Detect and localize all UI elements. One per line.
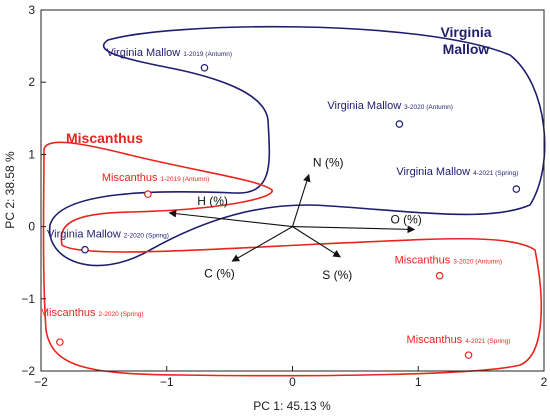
variable-label: C (%) bbox=[204, 266, 235, 280]
data-point bbox=[81, 245, 89, 254]
x-axis-title: PC 1: 45.13 % bbox=[253, 399, 331, 413]
loading-arrow bbox=[291, 173, 311, 227]
loading-arrow bbox=[292, 226, 341, 258]
loading-arrow bbox=[231, 226, 293, 262]
variable-label: O (%) bbox=[390, 212, 421, 226]
x-tick-label: −2 bbox=[34, 375, 48, 389]
data-point bbox=[435, 271, 444, 280]
point-label: Virginia Mallow 1-2019 (Antumn) bbox=[106, 47, 232, 59]
data-point bbox=[512, 185, 521, 193]
point-label: Virginia Mallow 2-2020 (Spring) bbox=[47, 229, 169, 241]
y-axis-title: PC 2: 38.58 % bbox=[3, 151, 17, 229]
variable-label: H (%) bbox=[197, 194, 228, 208]
loading-arrow bbox=[292, 225, 416, 234]
y-tick-label: −1 bbox=[21, 292, 35, 306]
point-label: Miscanthus 1-2019 (Antumn) bbox=[102, 172, 209, 184]
y-tick-label: −2 bbox=[21, 364, 35, 378]
point-label: Miscanthus 3-2020 (Antumn) bbox=[395, 255, 502, 267]
miscanthus-enclosure bbox=[42, 141, 543, 377]
point-label: Virginia Mallow 3-2020 (Antumn) bbox=[327, 100, 453, 112]
data-point bbox=[200, 63, 209, 72]
data-point bbox=[395, 120, 404, 128]
x-tick-label: −1 bbox=[160, 375, 174, 389]
observations: Virginia Mallow 1-2019 (Antumn) Virginia M… bbox=[40, 47, 521, 359]
data-point bbox=[464, 351, 473, 359]
data-point bbox=[56, 338, 64, 346]
y-tick-label: 0 bbox=[28, 220, 35, 234]
y-tick-label: 1 bbox=[28, 147, 35, 161]
point-label: Miscanthus 2-2020 (Spring) bbox=[40, 307, 144, 319]
virginia-mallow-enclosure bbox=[48, 25, 546, 267]
x-tick-label: 1 bbox=[415, 375, 422, 389]
data-point bbox=[144, 190, 152, 198]
y-tick-label: 2 bbox=[28, 75, 35, 89]
y-tick-label: 3 bbox=[28, 3, 35, 17]
group-label-miscanthus: Miscanthus bbox=[66, 130, 143, 146]
axes: −2 −1 0 1 2 −2 −1 0 1 2 3 bbox=[21, 3, 547, 389]
point-label: Virginia Mallow 4-2021 (Spring) bbox=[396, 166, 518, 178]
group-label-virginia-mallow: Virginia Mallow bbox=[440, 24, 491, 57]
loading-arrow bbox=[168, 209, 293, 228]
x-tick-label: 0 bbox=[289, 375, 296, 389]
variable-label: N (%) bbox=[313, 156, 344, 170]
variable-loadings: N (%) O (%) H (%) C (%) S (%) bbox=[168, 156, 422, 282]
variable-label: S (%) bbox=[322, 268, 352, 282]
point-label: Miscanthus 4-2021 (Spring) bbox=[407, 334, 511, 346]
x-tick-label: 2 bbox=[541, 375, 548, 389]
